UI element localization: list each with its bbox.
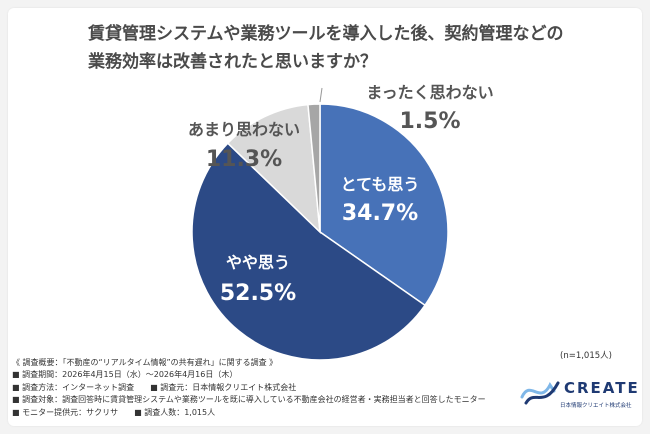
slice-label: とても思う: [341, 175, 420, 194]
chart-title-line-2: 業務効率は改善されたと思いますか？: [88, 52, 377, 72]
sample-size-label: (n=1,015人): [560, 351, 612, 361]
survey-note-line: ■ 調査方法：インターネット調査 ■ 調査元：日本情報クリエイト株式会社: [12, 382, 297, 392]
chart-title: 賃貸管理システムや業務ツールを導入した後、契約管理などの 業務効率は改善されたと…: [88, 20, 588, 76]
slice-value-label: 52.5%: [220, 281, 296, 306]
chart-title-line-1: 賃貸管理システムや業務ツールを導入した後、契約管理などの: [88, 24, 564, 44]
pie-slice: [307, 103, 321, 233]
leader-line: [319, 87, 323, 103]
survey-note-line: ■ 調査対象：調査回答時に賃貸管理システムや業務ツールを既に導入している不動産会…: [12, 395, 486, 405]
slice-value-label: 11.3%: [206, 147, 282, 172]
pie-slice: [226, 103, 321, 234]
survey-notes: 《 調査概要：「不動産の“リアルタイム情報”の共有遅れ」に関する調査 》 ■ 調…: [12, 357, 486, 419]
pie-slice: [191, 142, 426, 361]
survey-note-line: 《 調査概要：「不動産の“リアルタイム情報”の共有遅れ」に関する調査 》: [12, 358, 278, 367]
survey-note-line: ■ 調査期間：2026年4月15日（水）～2026年4月16日（木）: [12, 370, 238, 380]
survey-note-line: ■ モニター提供元：サクリサ ■ 調査人数：1,015人: [12, 407, 216, 417]
slice-label: あまり思わない: [188, 120, 300, 139]
pie-slice: [319, 103, 449, 307]
slice-label: やや思う: [226, 253, 290, 272]
slice-label: まったく思わない: [366, 83, 493, 102]
logo-company-name: 日本情報クリエイト株式会社: [560, 403, 632, 409]
logo-wordmark: CREATE: [564, 379, 640, 397]
slice-value-label: 1.5%: [399, 109, 460, 134]
create-logo-mark-icon: [520, 381, 560, 405]
create-logo: CREATE 日本情報クリエイト株式会社: [520, 375, 638, 415]
slice-value-label: 34.7%: [342, 201, 418, 226]
